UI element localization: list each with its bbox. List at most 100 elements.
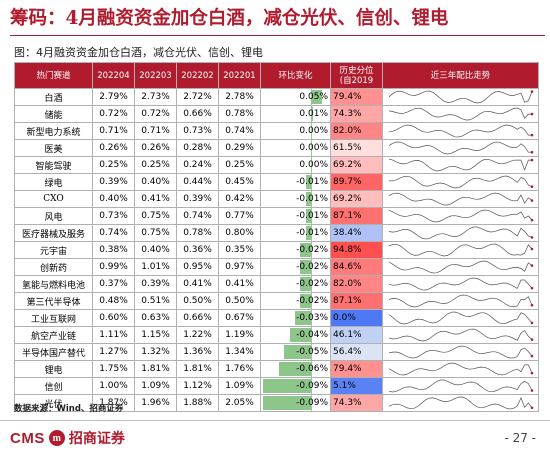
mom-change: 0.01% xyxy=(260,105,331,123)
change-value: -0.05% xyxy=(296,347,328,357)
sector-name: 创新药 xyxy=(14,258,93,276)
change-bar xyxy=(305,175,311,189)
value-202201: 0.29% xyxy=(218,139,261,157)
sparkline-svg xyxy=(388,124,534,138)
value-202201: 0.97% xyxy=(218,258,261,276)
value-202201: 0.50% xyxy=(218,292,261,310)
logo-cn-text: 招商证券 xyxy=(68,431,125,447)
change-axis xyxy=(311,157,312,173)
change-value: 0.01% xyxy=(299,109,328,119)
sparkline-end-dot xyxy=(530,158,534,162)
value-202201: 1.19% xyxy=(218,326,261,344)
mom-change: 0.00% xyxy=(260,122,331,140)
mom-change: -0.01% xyxy=(260,190,331,208)
sparkline-line xyxy=(388,328,533,342)
table-row: 元宇宙 0.38% 0.40% 0.36% 0.35% -0.02% 94.8% xyxy=(14,241,539,259)
value-202204: 0.71% xyxy=(92,122,135,140)
value-202201: 0.80% xyxy=(218,224,261,242)
header-202203: 202203 xyxy=(134,62,177,89)
table-row: 锂电 1.75% 1.81% 1.81% 1.76% -0.06% 79.4% xyxy=(14,360,539,378)
mom-change: -0.01% xyxy=(260,173,331,191)
change-axis xyxy=(311,276,312,292)
sparkline-end-dot xyxy=(530,218,534,222)
sparkline-svg xyxy=(388,209,534,223)
change-bar xyxy=(311,90,322,104)
sparkline-line xyxy=(388,362,533,376)
change-bar xyxy=(300,294,311,308)
change-axis xyxy=(311,242,312,258)
mom-change: -0.02% xyxy=(260,258,331,276)
sector-name: 航空产业链 xyxy=(14,326,93,344)
value-202204: 0.60% xyxy=(92,309,135,327)
figure-caption: 图：4月融资资金加仓白酒，减仓光伏、信创、锂电 xyxy=(14,46,263,59)
value-202203: 1.96% xyxy=(134,394,177,412)
logo-badge-icon: m xyxy=(48,430,65,446)
change-axis xyxy=(311,327,312,343)
sparkline-end-dot xyxy=(530,389,534,392)
change-value: -0.03% xyxy=(296,313,328,323)
trend-sparkline xyxy=(382,224,539,242)
value-202204: 0.38% xyxy=(92,241,135,259)
mom-change: 0.00% xyxy=(260,156,331,174)
sparkline-line xyxy=(388,311,533,325)
value-202203: 0.41% xyxy=(134,190,177,208)
change-value: -0.01% xyxy=(296,228,328,238)
trend-sparkline xyxy=(382,207,539,225)
sparkline-end-dot xyxy=(530,264,534,267)
value-202203: 0.40% xyxy=(134,173,177,191)
history-percentile: 46.1% xyxy=(330,326,383,344)
change-bar xyxy=(289,328,311,342)
trend-sparkline xyxy=(382,241,539,259)
trend-sparkline xyxy=(382,326,539,344)
logo-text: CMS xyxy=(10,429,45,447)
change-value: -0.06% xyxy=(296,364,328,374)
value-202201: 0.78% xyxy=(218,105,261,123)
trend-sparkline xyxy=(382,122,539,140)
history-percentile: 69.2% xyxy=(330,190,383,208)
history-percentile: 79.4% xyxy=(330,360,383,378)
value-202202: 0.66% xyxy=(176,105,219,123)
history-percentile: 82.0% xyxy=(330,275,383,293)
trend-sparkline xyxy=(382,394,539,412)
sparkline-line xyxy=(388,90,533,104)
value-202202: 0.78% xyxy=(176,224,219,242)
sector-name: 第三代半导体 xyxy=(14,292,93,310)
mom-change: -0.02% xyxy=(260,241,331,259)
change-axis xyxy=(311,208,312,224)
table-row: 第三代半导体 0.48% 0.51% 0.50% 0.50% -0.02% 87.1% xyxy=(14,292,539,310)
sparkline-line xyxy=(389,175,533,189)
value-202203: 0.71% xyxy=(134,122,177,140)
change-value: 0.00% xyxy=(299,143,328,153)
value-202201: 1.09% xyxy=(218,377,261,395)
sparkline-end-dot xyxy=(530,247,534,251)
table-row: 白酒 2.79% 2.73% 2.72% 2.78% 0.05% 79.4% xyxy=(14,88,539,106)
history-percentile: 84.6% xyxy=(330,258,383,276)
header-202202: 202202 xyxy=(176,62,219,89)
history-percentile: 61.5% xyxy=(330,139,383,157)
sparkline-line xyxy=(388,107,532,121)
mom-change: -0.02% xyxy=(260,292,331,310)
value-202203: 1.81% xyxy=(134,360,177,378)
sparkline-line xyxy=(388,294,533,308)
value-202202: 1.88% xyxy=(176,394,219,412)
sparkline-svg xyxy=(388,345,534,359)
trend-sparkline xyxy=(382,139,539,157)
history-percentile: 94.8% xyxy=(330,241,383,259)
history-percentile: 0.0% xyxy=(330,309,383,327)
table-row: 智能驾驶 0.25% 0.25% 0.24% 0.25% 0.00% 69.2% xyxy=(14,156,539,174)
sparkline-end-dot xyxy=(530,371,534,375)
value-202203: 2.73% xyxy=(134,88,177,106)
change-bar xyxy=(300,260,311,274)
value-202201: 1.76% xyxy=(218,360,261,378)
trend-sparkline xyxy=(382,343,539,361)
mom-change: -0.03% xyxy=(260,309,331,327)
value-202201: 1.34% xyxy=(218,343,261,361)
value-202203: 1.32% xyxy=(134,343,177,361)
trend-sparkline xyxy=(382,105,539,123)
table-row: 半导体国产替代 1.27% 1.32% 1.36% 1.34% -0.05% 56.4% xyxy=(14,343,539,361)
sparkline-line xyxy=(388,396,533,410)
page-title: 筹码：4月融资资金加仓白酒，减仓光伏、信创、锂电 xyxy=(10,8,449,29)
mom-change: -0.02% xyxy=(260,275,331,293)
value-202203: 1.15% xyxy=(134,326,177,344)
change-axis xyxy=(311,225,312,241)
